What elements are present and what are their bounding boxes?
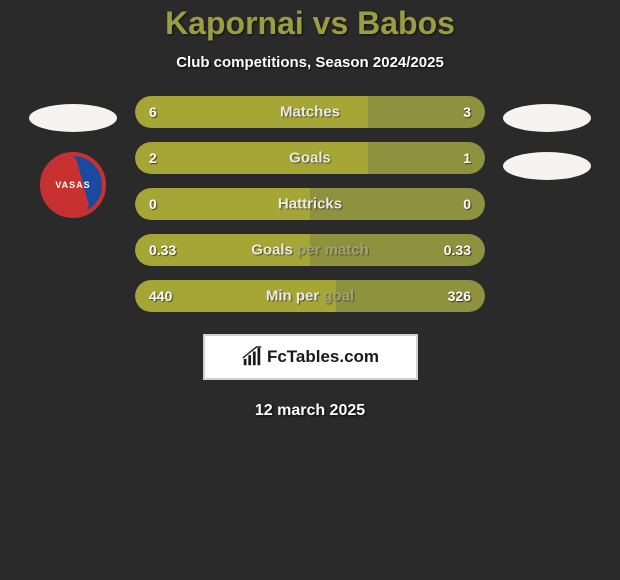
stat-right-value: 0.33 (444, 242, 471, 258)
club-badge-text: VASAS (55, 180, 90, 190)
chart-icon (241, 346, 263, 368)
page-subtitle: Club competitions, Season 2024/2025 (176, 54, 444, 71)
stat-right-value: 0 (463, 196, 471, 212)
right-player-col (497, 96, 597, 200)
main-area: VASAS 63Matches21Goals00Hattricks0.330.3… (0, 96, 620, 312)
stat-row: 0.33 0.33 Goals per match (135, 234, 485, 266)
stat-right-value: 3 (463, 104, 471, 120)
date-text: 12 march 2025 (255, 402, 365, 420)
stat-left-value: 440 (149, 288, 172, 304)
stat-label: Goals (289, 150, 331, 167)
brand-box[interactable]: FcTables.com (203, 334, 418, 380)
club-badge-left: VASAS (40, 152, 106, 218)
bar-left (135, 142, 368, 174)
left-player-col: VASAS (23, 96, 123, 218)
stat-left-value: 6 (149, 104, 157, 120)
stat-right-value: 1 (463, 150, 471, 166)
stat-right-value: 326 (448, 288, 471, 304)
player-right-placeholder (503, 104, 591, 132)
stat-left-value: 0 (149, 196, 157, 212)
brand-text: FcTables.com (267, 347, 379, 367)
stat-left-value: 2 (149, 150, 157, 166)
club-right-placeholder (503, 152, 591, 180)
stat-label: Goals per match (251, 242, 369, 259)
comparison-card: Kapornai vs Babos Club competitions, Sea… (0, 0, 620, 420)
stat-row: 6 3 Matches (135, 96, 485, 128)
stat-row: 2 1 Goals (135, 142, 485, 174)
stat-label: Min per goal (266, 288, 354, 305)
stats-bars: 6 3 Matches 2 1 Goals 0 0 Hattricks 0.33 0.33 Goals… (135, 96, 485, 312)
stat-row: 0 0 Hattricks (135, 188, 485, 220)
player-left-placeholder (29, 104, 117, 132)
stat-row: 440 326 Min per goal (135, 280, 485, 312)
stat-label: Matches (280, 104, 340, 121)
page-title: Kapornai vs Babos (165, 5, 455, 42)
stat-label: Hattricks (278, 196, 342, 213)
stat-left-value: 0.33 (149, 242, 176, 258)
